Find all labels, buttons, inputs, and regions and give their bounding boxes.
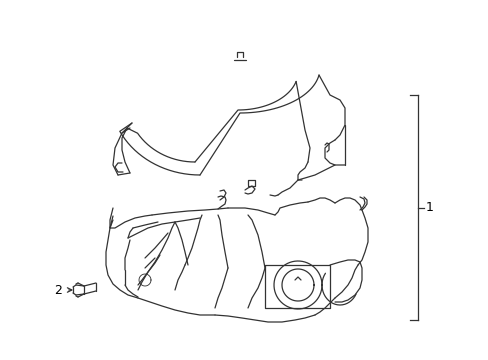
Text: 1: 1 xyxy=(425,201,433,214)
Text: 2: 2 xyxy=(54,284,62,297)
